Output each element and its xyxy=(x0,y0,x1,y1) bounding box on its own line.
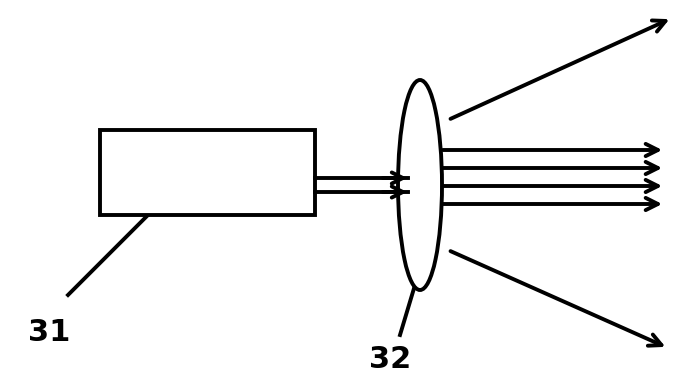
Bar xyxy=(100,130,315,215)
Ellipse shape xyxy=(398,80,442,290)
Text: 32: 32 xyxy=(369,345,411,374)
Text: 31: 31 xyxy=(28,318,71,347)
